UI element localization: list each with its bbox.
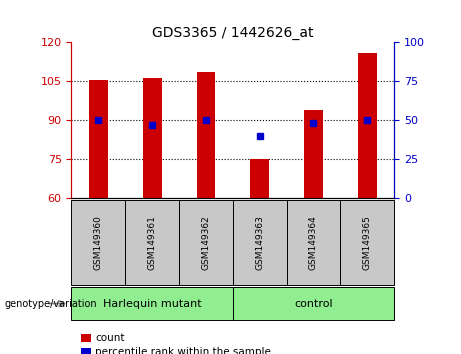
Text: count: count [95,333,125,343]
Text: genotype/variation: genotype/variation [5,298,97,309]
Text: percentile rank within the sample: percentile rank within the sample [95,347,272,354]
Text: GSM149361: GSM149361 [148,215,157,270]
Bar [250,159,269,198]
Bar [287,200,340,285]
Text: GSM149365: GSM149365 [363,215,372,270]
Bar [233,200,287,285]
Text: control: control [294,298,333,309]
Bar [179,200,233,285]
Bar [81,334,91,342]
Text: GSM149360: GSM149360 [94,215,103,270]
Bar [358,53,377,198]
Bar [71,200,125,285]
Text: GSM149364: GSM149364 [309,215,318,270]
Bar [304,110,323,198]
Title: GDS3365 / 1442626_at: GDS3365 / 1442626_at [152,26,313,40]
Bar [340,200,394,285]
Bar [125,200,179,285]
Bar [81,348,91,354]
Text: GSM149362: GSM149362 [201,215,210,270]
Bar [143,78,161,198]
Bar [89,80,108,198]
Bar [71,287,233,320]
Bar [233,287,394,320]
Text: GSM149363: GSM149363 [255,215,264,270]
Bar [196,72,215,198]
Text: Harlequin mutant: Harlequin mutant [103,298,201,309]
